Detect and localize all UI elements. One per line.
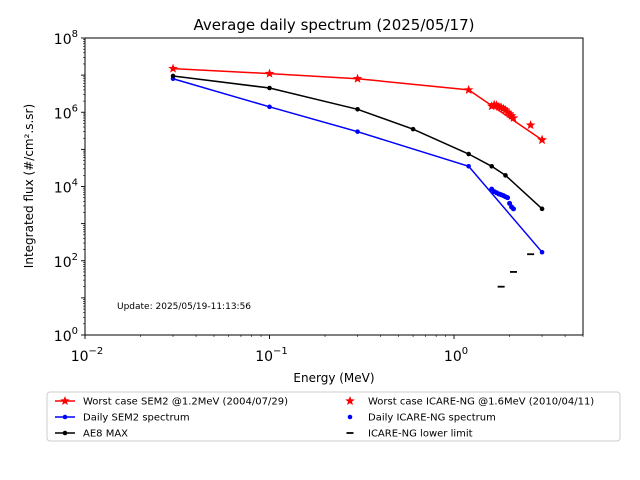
data-point-star (168, 63, 178, 73)
chart-title: Average daily spectrum (2025/05/17) (194, 16, 475, 34)
data-point (505, 195, 511, 201)
update-annotation: Update: 2025/05/19-11:13:56 (117, 302, 251, 312)
legend-frame (46, 391, 621, 442)
series-5 (497, 253, 535, 288)
legend-item: AE8 MAX (55, 429, 128, 440)
legend-marker (62, 430, 68, 436)
data-point-star (491, 100, 502, 110)
legend-marker (347, 414, 353, 420)
x-axis-ticks: 10−2 10−1 100 (71, 335, 584, 365)
data-point (466, 151, 471, 157)
data-point-star (486, 101, 497, 111)
legend-marker (60, 396, 70, 406)
data-point (267, 85, 272, 91)
y-tick-label: 102 (54, 252, 78, 271)
data-point-star (496, 102, 506, 112)
data-point (539, 249, 545, 255)
legend-label: Daily ICARE-NG spectrum (368, 413, 496, 424)
data-point (489, 164, 494, 169)
legend-label: Daily SEM2 spectrum (83, 413, 190, 424)
x-tick-label: 10−1 (255, 346, 288, 365)
plot-frame (84, 37, 584, 336)
data-point-star (264, 68, 275, 78)
y-axis-ticks: 100 102 104 106 108 (54, 29, 85, 345)
y-tick-label: 106 (54, 103, 78, 122)
data-point-star (537, 134, 547, 144)
data-point-star (352, 73, 363, 83)
x-tick-label: 10−2 (71, 346, 104, 365)
data-point-star (525, 120, 536, 130)
legend-marker (345, 396, 355, 406)
legend-item: ICARE-NG lower limit (346, 429, 473, 440)
legend: Worst case SEM2 @1.2MeV (2004/07/29) Dail… (46, 391, 621, 442)
data-point-star (506, 110, 517, 120)
legend-item: Daily ICARE-NG spectrum (347, 413, 496, 424)
data-point (503, 173, 508, 178)
legend-item: Worst case ICARE-NG @1.6MeV (2010/04/11) (345, 396, 594, 408)
y-tick-label: 108 (54, 29, 78, 48)
legend-item: Daily SEM2 spectrum (55, 413, 190, 424)
series-2 (170, 73, 545, 212)
data-point-star (500, 105, 511, 115)
series-layer (168, 63, 547, 288)
data-point-star (504, 108, 515, 118)
data-point (410, 126, 416, 132)
legend-label: Worst case SEM2 @1.2MeV (2004/07/29) (83, 397, 288, 408)
series-4 (489, 186, 516, 212)
data-point (355, 129, 360, 134)
data-point (539, 206, 545, 212)
series-line (172, 75, 543, 210)
y-tick-label: 100 (54, 326, 78, 345)
data-point-star (498, 103, 509, 113)
data-point (267, 104, 272, 110)
x-tick-label: 100 (444, 346, 468, 365)
x-axis-label: Energy (MeV) (293, 371, 374, 385)
y-tick-label: 104 (54, 178, 78, 197)
data-point-star (508, 113, 519, 123)
data-point (170, 73, 176, 79)
data-point-star (463, 84, 474, 94)
legend-item: Worst case SEM2 @1.2MeV (2004/07/29) (55, 396, 288, 408)
legend-label: AE8 MAX (83, 429, 128, 440)
data-point (355, 107, 360, 112)
data-point (466, 164, 471, 169)
legend-marker (62, 414, 68, 420)
data-point (510, 206, 516, 212)
series-3 (486, 99, 547, 144)
legend-label: Worst case ICARE-NG @1.6MeV (2010/04/11) (368, 397, 594, 408)
legend-label: ICARE-NG lower limit (368, 429, 473, 440)
y-axis-label: Integrated flux (#/cm².s.sr) (22, 104, 36, 268)
data-point-star (502, 107, 513, 117)
